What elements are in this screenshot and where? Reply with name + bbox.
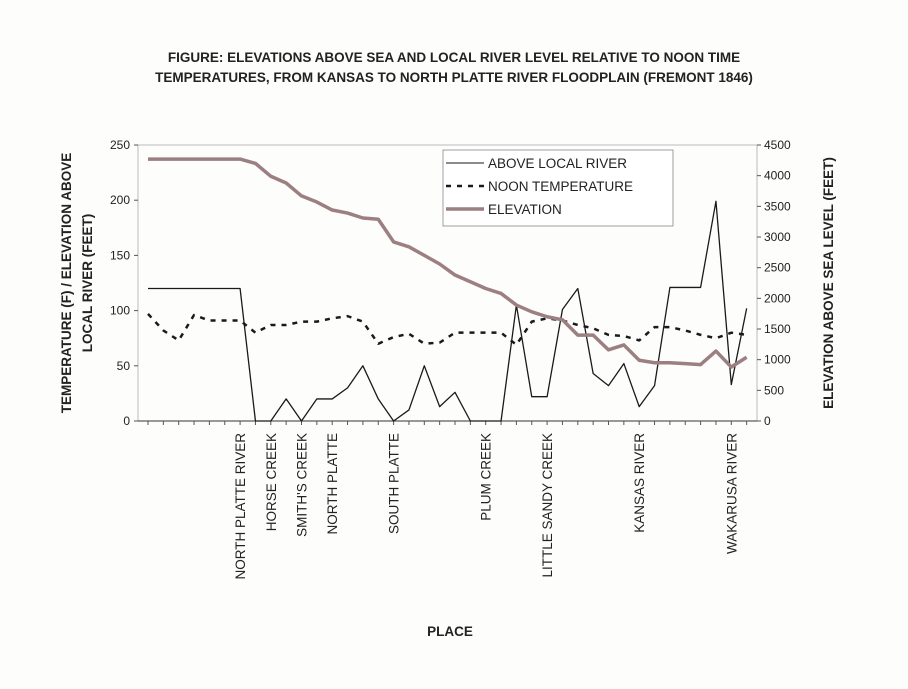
y-axis-label-line-2: LOCAL RIVER (FEET) [80,214,95,353]
y2-tick-label: 4500 [764,138,791,152]
x-tick-label: KANSAS RIVER [632,433,647,533]
x-tick-label: SOUTH PLATTE [387,433,402,534]
y2-tick-label: 3000 [764,230,791,244]
y2-tick-label: 0 [764,414,771,428]
y2-tick-label: 2000 [764,291,791,305]
legend: ABOVE LOCAL RIVER NOON TEMPERATURE ELEVA… [442,149,674,227]
x-tick-label: NORTH PLATTE [325,433,340,535]
y2-tick-label: 4000 [764,169,791,183]
x-tick-label: NORTH PLATTE RIVER [233,433,248,580]
legend-label-above-local-river: ABOVE LOCAL RIVER [488,156,627,171]
series-line-noon-temperature [147,313,747,347]
y-axis-label-line-1: TEMPERATURE (F) / ELEVATION ABOVE [59,153,74,414]
y2-tick-label: 500 [764,383,784,397]
series-line-elevation [148,157,748,369]
x-tick-label: LITTLE SANDY CREEK [540,433,555,578]
legend-label-noon-temperature: NOON TEMPERATURE [488,179,633,194]
y2-axis-label: ELEVATION ABOVE SEA LEVEL (FEET) [821,157,836,409]
x-tick-label: HORSE CREEK [264,433,279,531]
x-tick-label: SMITH'S CREEK [295,433,310,537]
y2-tick-label: 3500 [764,199,791,213]
chart-title-line-2: TEMPERATURES, FROM KANSAS TO NORTH PLATT… [155,70,753,85]
x-axis-label: PLACE [427,624,473,639]
y2-tick-label: 1000 [764,353,791,367]
y2-tick-label: 2500 [764,261,791,275]
y-tick-label: 100 [110,304,130,318]
y-tick-label: 50 [117,359,131,373]
y2-tick-label: 1500 [764,322,791,336]
chart-title-line-1: FIGURE: ELEVATIONS ABOVE SEA AND LOCAL R… [167,50,741,65]
legend-label-elevation: ELEVATION [488,202,562,217]
y-tick-label: 150 [110,248,130,262]
y-tick-label: 0 [123,414,130,428]
series-line-above-local-river [148,200,748,422]
y-tick-label: 200 [110,193,130,207]
y-tick-label: 250 [110,138,130,152]
x-tick-label: WAKARUSA RIVER [724,433,739,554]
x-tick-label: PLUM CREEK [479,433,494,521]
